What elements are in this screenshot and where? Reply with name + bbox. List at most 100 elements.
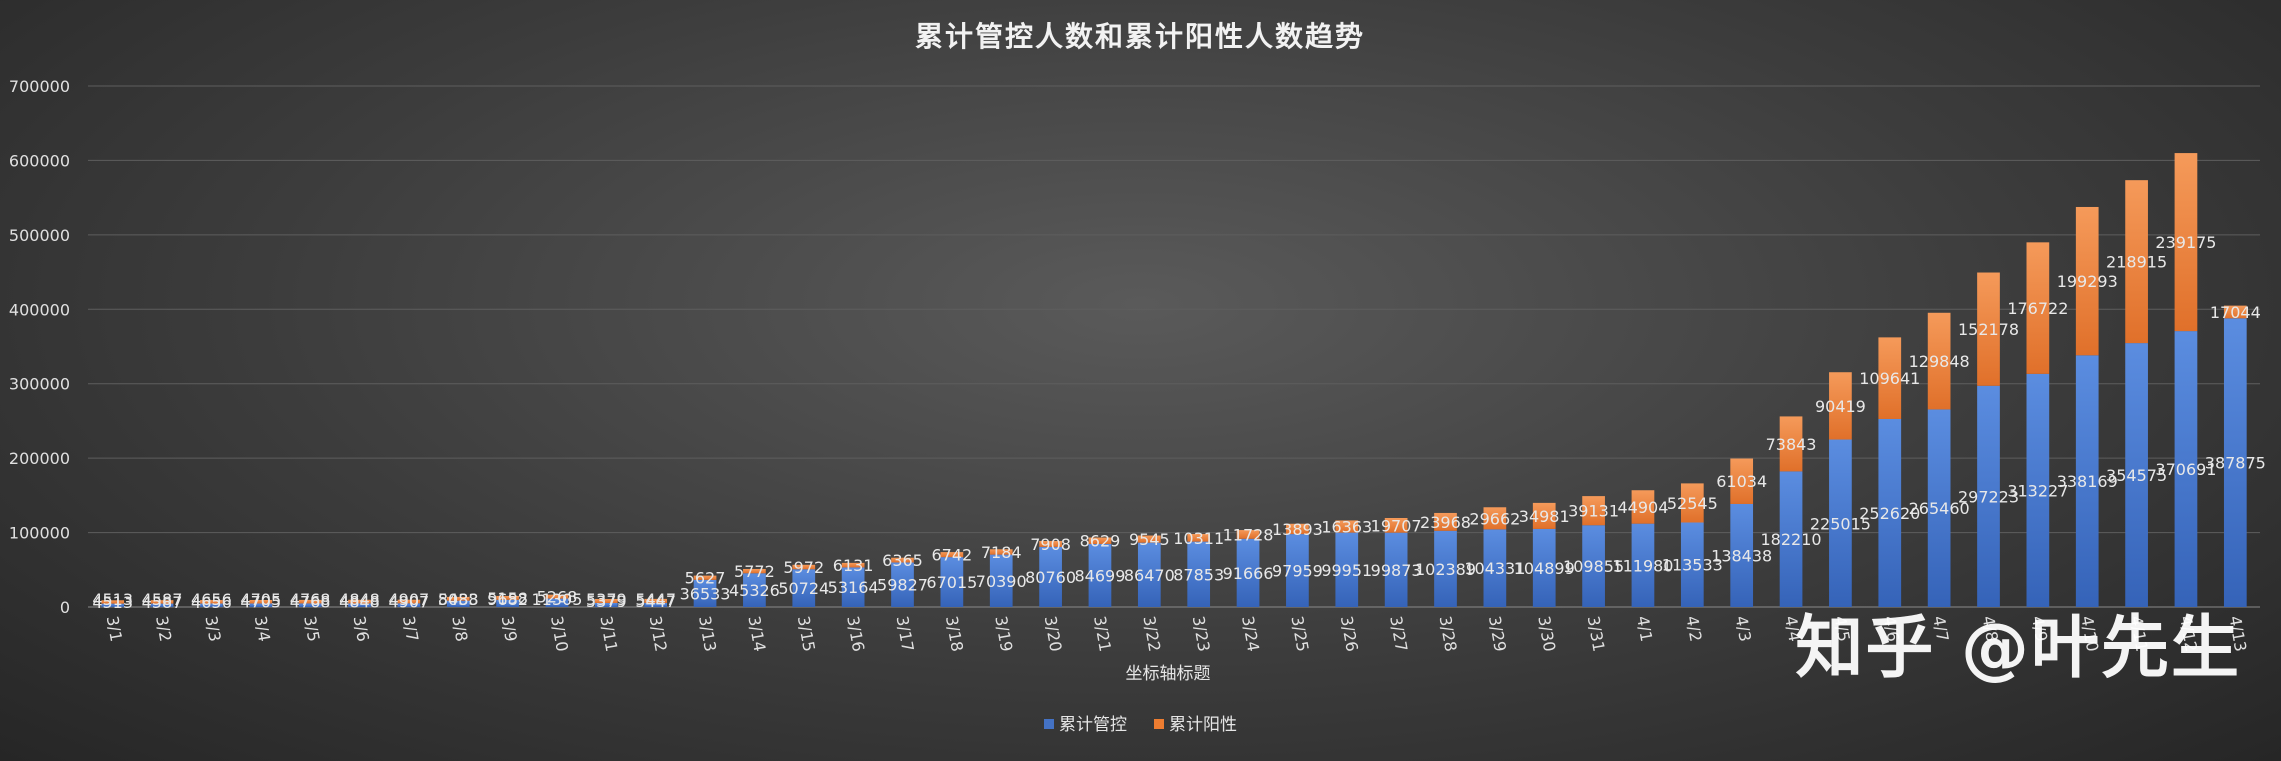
bar-cumulative-positive — [496, 595, 519, 600]
x-tick-label: 3/30 — [1534, 614, 1559, 653]
data-label-positive: 4656 — [191, 593, 232, 612]
data-label-positive: 6131 — [833, 556, 874, 575]
bar-cumulative-controlled — [2075, 355, 2099, 607]
bar-cumulative-positive — [150, 600, 174, 604]
y-tick-label: 0 — [60, 598, 70, 617]
data-label-controlled: 70390 — [976, 572, 1027, 591]
bar-cumulative-positive — [1483, 507, 1507, 530]
bar-cumulative-controlled — [1730, 503, 1754, 607]
bar-cumulative-positive — [1088, 537, 1112, 544]
bar-cumulative-controlled — [2026, 373, 2050, 607]
bar-cumulative-positive — [1137, 535, 1161, 543]
x-tick-label: 4/6 — [1880, 614, 1903, 643]
x-tick-label: 3/13 — [695, 614, 720, 653]
data-label-positive: 44904 — [1618, 498, 1669, 517]
data-label-positive: 5379 — [586, 592, 627, 611]
x-tick-label: 3/10 — [547, 614, 572, 653]
data-label-controlled: 297223 — [1958, 487, 2019, 506]
x-tick-label: 3/26 — [1337, 614, 1362, 653]
bar-cumulative-controlled — [2125, 343, 2148, 607]
data-label-controlled: 67015 — [926, 573, 977, 592]
bar-cumulative-positive — [1680, 483, 1704, 523]
bar-cumulative-controlled — [1977, 385, 2000, 607]
x-tick-label: 3/9 — [498, 614, 521, 643]
x-tick-label: 3/14 — [744, 614, 769, 653]
bar-cumulative-controlled — [1137, 542, 1161, 607]
bar-cumulative-positive — [1335, 520, 1359, 533]
x-tick-label: 3/27 — [1386, 614, 1411, 653]
data-label-positive: 61034 — [1716, 472, 1767, 491]
data-label-controlled: 4656 — [191, 590, 232, 609]
data-label-positive: 218915 — [2106, 253, 2167, 272]
data-label-controlled: 9682 — [487, 590, 528, 609]
data-label-positive: 152178 — [1958, 320, 2019, 339]
bar-cumulative-positive — [298, 599, 322, 604]
bar-cumulative-controlled — [841, 567, 865, 607]
bar-cumulative-controlled — [1779, 471, 1803, 607]
y-tick-label: 300000 — [9, 375, 70, 394]
bar-cumulative-positive — [792, 564, 816, 570]
x-tick-label: 3/23 — [1189, 614, 1214, 653]
data-label-positive: 5158 — [487, 589, 528, 608]
data-label-positive: 29662 — [1469, 509, 1520, 528]
data-label-positive: 8629 — [1080, 532, 1121, 551]
data-label-positive: 7908 — [1030, 535, 1071, 554]
data-label-controlled: 86470 — [1124, 566, 1175, 585]
data-label-controlled: 80760 — [1025, 568, 1076, 587]
data-label-positive: 239175 — [2155, 233, 2216, 252]
bar-cumulative-controlled — [348, 603, 371, 607]
bar-cumulative-controlled — [693, 579, 717, 607]
data-label-positive: 10311 — [1173, 529, 1224, 548]
data-label-positive: 16363 — [1321, 518, 1372, 537]
y-tick-label: 600000 — [9, 151, 70, 170]
x-tick-label: 3/5 — [300, 614, 323, 643]
bar-cumulative-positive — [1532, 502, 1556, 529]
bar-cumulative-positive — [594, 598, 618, 603]
bar-cumulative-positive — [348, 599, 371, 604]
x-tick-label: 4/8 — [1979, 614, 2002, 643]
data-label-positive: 39131 — [1568, 502, 1619, 521]
data-label-controlled: 138438 — [1711, 546, 1772, 565]
x-tick-label: 3/31 — [1584, 614, 1609, 653]
bar-cumulative-controlled — [1039, 546, 1062, 607]
x-tick-label: 3/24 — [1238, 614, 1263, 653]
bar-cumulative-positive — [1878, 337, 1902, 419]
data-label-positive: 109641 — [1859, 369, 1920, 388]
bar-cumulative-controlled — [545, 598, 569, 607]
x-tick-label: 4/3 — [1732, 614, 1755, 643]
bar-cumulative-positive — [1977, 272, 2000, 386]
bar-cumulative-positive — [1187, 533, 1211, 542]
data-label-positive: 6742 — [932, 546, 973, 565]
x-tick-label: 3/11 — [596, 614, 621, 653]
legend-label: 累计管控 — [1059, 715, 1127, 735]
bar-cumulative-controlled — [101, 603, 125, 607]
x-tick-label: 3/15 — [794, 614, 819, 653]
bar-cumulative-positive — [1039, 541, 1062, 547]
data-label-controlled: 265460 — [1909, 499, 1970, 518]
x-axis-title: 坐标轴标题 — [1126, 664, 1211, 684]
data-label-controlled: 4513 — [92, 590, 133, 609]
data-label-controlled: 4705 — [240, 590, 281, 609]
data-label-positive: 5033 — [438, 590, 479, 609]
bar-cumulative-controlled — [2223, 318, 2247, 607]
x-tick-label: 3/8 — [448, 614, 471, 643]
data-label-positive: 34981 — [1519, 507, 1570, 526]
x-tick-label: 3/28 — [1436, 614, 1461, 653]
data-label-positive: 19707 — [1371, 516, 1422, 535]
bar-cumulative-controlled — [298, 603, 322, 607]
data-label-controlled: 5447 — [635, 590, 676, 609]
bar-cumulative-controlled — [397, 603, 421, 607]
data-label-positive: 52545 — [1667, 494, 1718, 513]
data-label-controlled: 50724 — [778, 579, 829, 598]
bar-cumulative-controlled — [2174, 331, 2198, 607]
data-label-controlled: 99951 — [1321, 561, 1372, 580]
bar-cumulative-positive — [1384, 517, 1408, 533]
bar-cumulative-controlled — [249, 603, 273, 607]
data-label-controlled: 182210 — [1761, 530, 1822, 549]
data-label-positive: 9545 — [1129, 530, 1170, 549]
y-tick-label: 700000 — [9, 77, 70, 96]
bar-cumulative-controlled — [1236, 538, 1260, 607]
data-label-positive: 13893 — [1272, 520, 1323, 539]
data-label-controlled: 84699 — [1075, 566, 1126, 585]
